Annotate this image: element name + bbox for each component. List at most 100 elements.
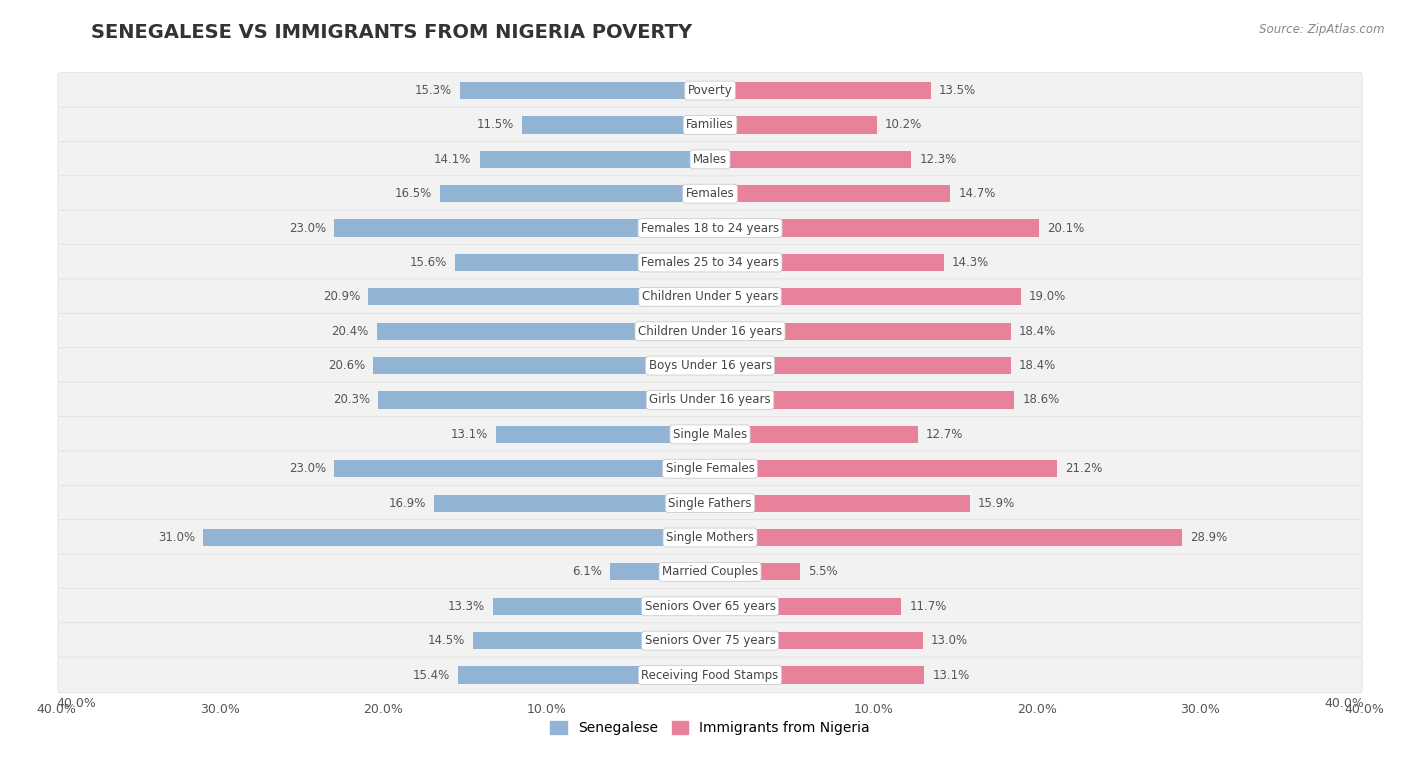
Bar	[460, 82, 710, 99]
Bar	[456, 254, 710, 271]
Bar	[710, 254, 943, 271]
Bar	[610, 563, 710, 581]
FancyBboxPatch shape	[58, 520, 1362, 556]
Text: Children Under 16 years: Children Under 16 years	[638, 324, 782, 338]
Text: Females 18 to 24 years: Females 18 to 24 years	[641, 221, 779, 234]
Text: 14.1%: 14.1%	[434, 153, 471, 166]
Text: Seniors Over 65 years: Seniors Over 65 years	[644, 600, 776, 612]
FancyBboxPatch shape	[58, 142, 1362, 177]
Bar	[374, 357, 710, 374]
Text: 12.7%: 12.7%	[925, 428, 963, 441]
FancyBboxPatch shape	[58, 348, 1362, 384]
FancyBboxPatch shape	[58, 176, 1362, 211]
Bar	[710, 597, 901, 615]
FancyBboxPatch shape	[58, 588, 1362, 624]
Text: 19.0%: 19.0%	[1029, 290, 1066, 303]
Text: Receiving Food Stamps: Receiving Food Stamps	[641, 669, 779, 681]
Text: 10.2%: 10.2%	[884, 118, 922, 131]
Text: Source: ZipAtlas.com: Source: ZipAtlas.com	[1260, 23, 1385, 36]
Bar	[710, 288, 1021, 305]
Text: 23.0%: 23.0%	[288, 221, 326, 234]
Text: 6.1%: 6.1%	[572, 565, 602, 578]
FancyBboxPatch shape	[58, 313, 1362, 349]
Bar	[479, 151, 710, 168]
Text: Males: Males	[693, 153, 727, 166]
FancyBboxPatch shape	[58, 623, 1362, 659]
Text: Single Fathers: Single Fathers	[668, 496, 752, 509]
Bar	[377, 323, 710, 340]
Bar	[710, 391, 1014, 409]
Text: Single Females: Single Females	[665, 462, 755, 475]
Text: 20.9%: 20.9%	[323, 290, 360, 303]
Text: Children Under 5 years: Children Under 5 years	[641, 290, 779, 303]
Bar	[710, 116, 877, 133]
Text: 40.0%: 40.0%	[1324, 697, 1364, 710]
Text: Boys Under 16 years: Boys Under 16 years	[648, 359, 772, 372]
Bar	[458, 666, 710, 684]
Bar	[710, 82, 931, 99]
Text: 18.6%: 18.6%	[1022, 393, 1060, 406]
Bar	[204, 529, 710, 546]
Text: 13.3%: 13.3%	[447, 600, 485, 612]
Text: Seniors Over 75 years: Seniors Over 75 years	[644, 634, 776, 647]
Bar	[710, 185, 950, 202]
Text: 20.4%: 20.4%	[332, 324, 368, 338]
FancyBboxPatch shape	[58, 451, 1362, 487]
Bar	[522, 116, 710, 133]
Bar	[710, 529, 1182, 546]
Bar	[710, 460, 1056, 478]
Bar	[368, 288, 710, 305]
Text: Single Males: Single Males	[673, 428, 747, 441]
FancyBboxPatch shape	[58, 416, 1362, 453]
Text: 13.1%: 13.1%	[450, 428, 488, 441]
FancyBboxPatch shape	[58, 382, 1362, 418]
Bar	[710, 357, 1011, 374]
Text: 5.5%: 5.5%	[808, 565, 838, 578]
Text: Families: Families	[686, 118, 734, 131]
Text: 28.9%: 28.9%	[1191, 531, 1227, 544]
Bar	[710, 426, 918, 443]
Bar	[472, 632, 710, 650]
Text: 40.0%: 40.0%	[56, 697, 96, 710]
Bar	[710, 494, 970, 512]
FancyBboxPatch shape	[58, 279, 1362, 315]
Text: 11.5%: 11.5%	[477, 118, 515, 131]
Bar	[710, 666, 924, 684]
FancyBboxPatch shape	[58, 210, 1362, 246]
Text: 16.5%: 16.5%	[395, 187, 432, 200]
Text: 16.9%: 16.9%	[388, 496, 426, 509]
Text: 14.5%: 14.5%	[427, 634, 465, 647]
Bar	[434, 494, 710, 512]
Bar	[710, 563, 800, 581]
Text: 20.1%: 20.1%	[1046, 221, 1084, 234]
Text: 23.0%: 23.0%	[288, 462, 326, 475]
Legend: Senegalese, Immigrants from Nigeria: Senegalese, Immigrants from Nigeria	[544, 716, 876, 741]
Text: 11.7%: 11.7%	[910, 600, 946, 612]
Bar	[710, 323, 1011, 340]
Bar	[492, 597, 710, 615]
Text: Girls Under 16 years: Girls Under 16 years	[650, 393, 770, 406]
Text: 14.7%: 14.7%	[959, 187, 995, 200]
Bar	[496, 426, 710, 443]
FancyBboxPatch shape	[58, 657, 1362, 693]
Text: 20.6%: 20.6%	[328, 359, 366, 372]
Text: Females: Females	[686, 187, 734, 200]
Text: Females 25 to 34 years: Females 25 to 34 years	[641, 256, 779, 269]
Text: 20.3%: 20.3%	[333, 393, 370, 406]
Text: 13.0%: 13.0%	[931, 634, 967, 647]
Text: 15.6%: 15.6%	[409, 256, 447, 269]
Text: 13.5%: 13.5%	[939, 84, 976, 97]
Text: 15.9%: 15.9%	[979, 496, 1015, 509]
Text: 21.2%: 21.2%	[1064, 462, 1102, 475]
Text: 31.0%: 31.0%	[157, 531, 195, 544]
Bar	[710, 220, 1039, 236]
Bar	[378, 391, 710, 409]
Text: Married Couples: Married Couples	[662, 565, 758, 578]
Text: Poverty: Poverty	[688, 84, 733, 97]
Text: 13.1%: 13.1%	[932, 669, 970, 681]
Text: SENEGALESE VS IMMIGRANTS FROM NIGERIA POVERTY: SENEGALESE VS IMMIGRANTS FROM NIGERIA PO…	[91, 23, 693, 42]
Text: 15.3%: 15.3%	[415, 84, 451, 97]
Text: 14.3%: 14.3%	[952, 256, 990, 269]
Text: Single Mothers: Single Mothers	[666, 531, 754, 544]
Bar	[335, 460, 710, 478]
